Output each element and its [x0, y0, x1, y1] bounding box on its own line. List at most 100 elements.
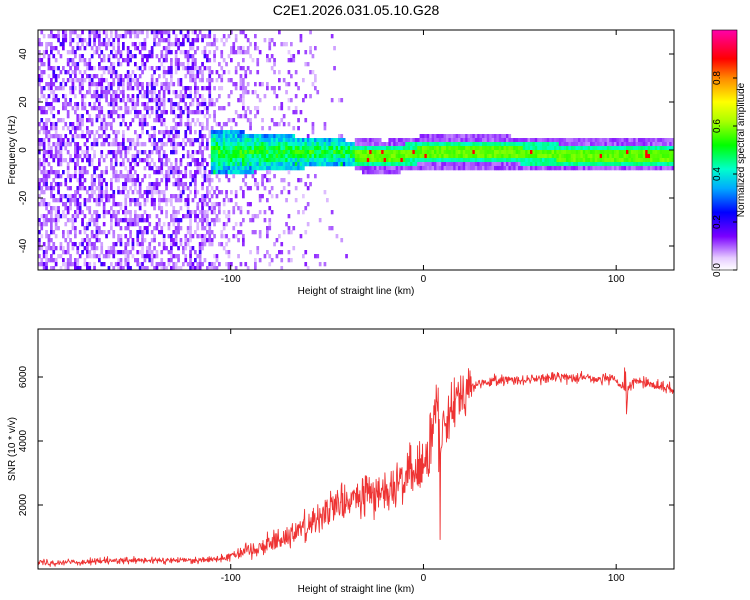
- spectrogram-cell: [508, 158, 512, 163]
- spectrogram-cell: [256, 106, 260, 111]
- spectrogram-cell: [304, 158, 308, 163]
- spectrogram-cell: [275, 238, 279, 243]
- spectrogram-cell: [424, 142, 428, 147]
- spectrogram-cell: [290, 42, 293, 47]
- spectrogram-cell: [242, 130, 245, 135]
- spectrogram-cell: [239, 230, 243, 235]
- spectrogram-cell: [525, 154, 528, 159]
- spectrogram-cell: [162, 106, 166, 111]
- spectrogram-cell: [110, 222, 113, 227]
- spectrogram-cell: [69, 50, 72, 55]
- spectrogram-cell: [112, 102, 116, 107]
- spectrogram-cell: [141, 214, 144, 219]
- spectrogram-cell: [95, 106, 99, 111]
- spectrogram-cell: [537, 138, 540, 143]
- spectrogram-cell: [525, 146, 528, 151]
- spectrogram-cell: [100, 182, 104, 187]
- spectrogram-cell: [136, 114, 140, 119]
- spectrogram-cell: [208, 82, 212, 87]
- spectrogram-cell: [182, 186, 185, 191]
- spectrogram-cell: [218, 262, 221, 267]
- spectrogram-cell: [122, 34, 125, 39]
- spectrogram-cell: [90, 82, 94, 87]
- spectrogram-cell: [50, 46, 53, 51]
- spectrogram-cell: [496, 154, 500, 159]
- spectrogram-cell: [174, 242, 178, 247]
- spectrogram-cell: [160, 54, 164, 59]
- spectrogram-cell: [246, 162, 250, 167]
- spectrogram-cell: [290, 54, 293, 59]
- spectrogram-cell: [150, 94, 154, 99]
- spectrogram-cell: [186, 230, 190, 235]
- spectrogram-cell: [40, 262, 44, 267]
- spectrogram-cell: [98, 94, 101, 99]
- spectrogram-cell: [506, 154, 509, 159]
- spectrogram-cell: [501, 150, 504, 155]
- spectrogram-cell: [38, 194, 41, 199]
- spectrogram-cell: [129, 234, 132, 239]
- spectrogram-cell: [88, 254, 92, 259]
- spectrogram-cell: [654, 162, 658, 167]
- spectrogram-cell: [647, 158, 651, 163]
- spectrogram-cell: [47, 146, 51, 151]
- spectrogram-cell: [86, 206, 89, 211]
- spectrogram-cell: [292, 162, 296, 167]
- spectrogram-cell: [285, 166, 288, 171]
- spectrogram-cell: [114, 30, 118, 35]
- spectrogram-cell: [59, 266, 63, 270]
- spectrogram-cell: [129, 50, 132, 55]
- spectrogram-cell: [177, 170, 180, 175]
- spectrogram-cell: [575, 138, 579, 143]
- spectrogram-cell: [222, 142, 226, 147]
- spectrogram-cell: [74, 74, 77, 79]
- spectrogram-cell: [246, 38, 250, 43]
- spectrogram-cell: [664, 154, 668, 159]
- spectrogram-cell: [230, 162, 233, 167]
- spectrogram-cell: [42, 222, 46, 227]
- spectrogram-cell: [422, 154, 425, 159]
- spectrogram-cell: [623, 166, 627, 171]
- spectrogram-cell: [42, 202, 46, 207]
- spectrogram-cell: [191, 150, 195, 155]
- spectrogram-cell: [606, 138, 610, 143]
- spectrogram-cell: [246, 138, 250, 143]
- spectrogram-cell: [179, 182, 183, 187]
- spectrogram-cell: [86, 110, 89, 115]
- spectrogram-cell: [47, 42, 51, 47]
- spectrogram-cell: [170, 82, 173, 87]
- spectrogram-cell: [143, 166, 147, 171]
- spectrogram-cell: [592, 166, 596, 171]
- spectrogram-cell: [162, 134, 166, 139]
- spectrogram-cell: [90, 194, 94, 199]
- spectrogram-cell: [345, 254, 348, 259]
- spectrogram-cell: [237, 166, 240, 171]
- spectrogram-cell: [558, 138, 562, 143]
- spectrogram-cell: [186, 94, 190, 99]
- spectrogram-cell: [208, 78, 212, 83]
- spectrogram-cell: [381, 154, 384, 159]
- spectrogram-cell: [268, 126, 272, 131]
- spectrogram-cell: [136, 30, 140, 35]
- spectrogram-cell: [165, 54, 168, 59]
- spectrogram-cell: [112, 130, 116, 135]
- spectrogram-cell: [410, 146, 413, 151]
- spectrogram-cell: [597, 146, 600, 151]
- spectrogram-cell: [635, 146, 639, 151]
- spectrogram-cell: [134, 186, 137, 191]
- spectrogram-cell: [482, 162, 485, 167]
- spectrogram-cell: [470, 162, 473, 167]
- spectrogram-cell: [102, 114, 106, 119]
- spectrogram-cell: [556, 154, 560, 159]
- spectrogram-cell: [138, 122, 142, 127]
- spectrogram-cell: [414, 166, 418, 171]
- spectrogram-cell: [98, 102, 101, 107]
- spectrogram-cell: [215, 162, 219, 167]
- spectrogram-cell: [669, 166, 672, 171]
- spectrogram-cell: [630, 166, 634, 171]
- spectrogram-cell: [119, 34, 123, 39]
- spectrogram-cell: [160, 114, 164, 119]
- spectrogram-cell: [184, 174, 188, 179]
- spectrogram-cell: [230, 50, 233, 55]
- spectrogram-cell: [292, 54, 296, 59]
- spectrogram-cell: [126, 178, 130, 183]
